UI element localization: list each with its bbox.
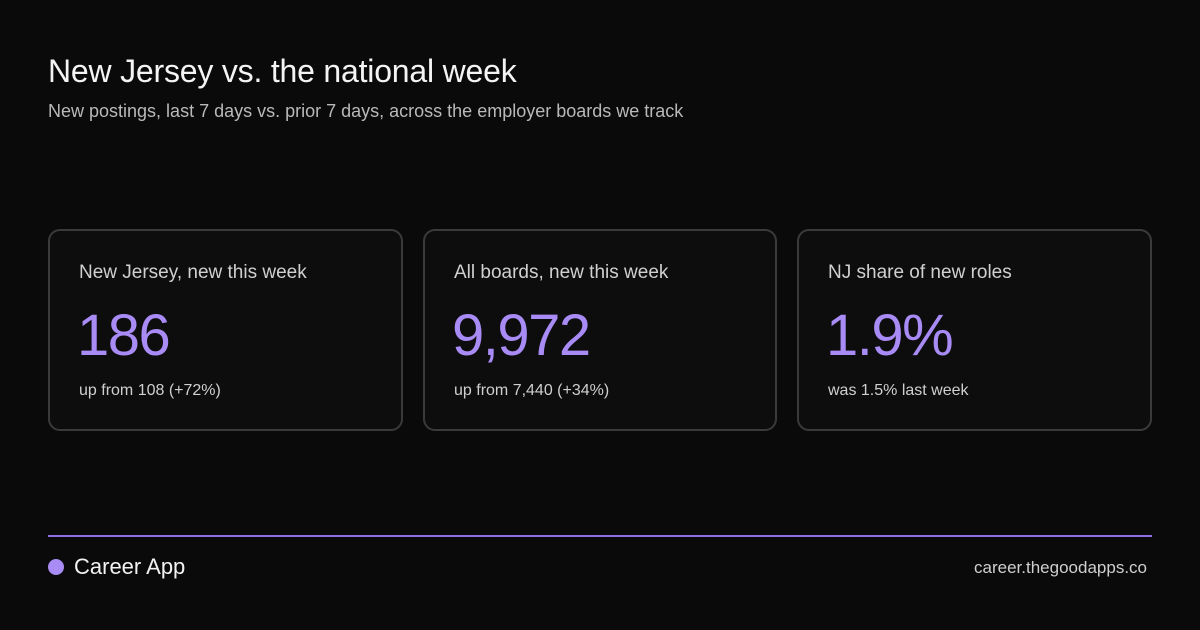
stat-card-nj-share: NJ share of new roles 1.9% was 1.5% last… [797,229,1152,431]
stat-card-new-jersey: New Jersey, new this week 186 up from 10… [48,229,403,431]
stat-card-note: up from 108 (+72%) [79,382,221,399]
stat-card-all-boards: All boards, new this week 9,972 up from … [423,229,777,431]
site-url: career.thegoodapps.co [974,558,1147,577]
stat-card-note: was 1.5% last week [828,382,969,399]
stat-card-value: 1.9% [826,303,954,368]
brand-dot-icon [48,559,64,575]
stat-card-label: New Jersey, new this week [79,262,307,283]
page-title: New Jersey vs. the national week [48,53,517,89]
page-subtitle: New postings, last 7 days vs. prior 7 da… [48,101,684,121]
brand-name: Career App [74,554,186,579]
stat-card-value: 186 [77,303,171,368]
footer-divider [48,535,1152,537]
stat-card-label: NJ share of new roles [828,262,1012,283]
stat-cards: New Jersey, new this week 186 up from 10… [48,229,1152,431]
header: New Jersey vs. the national week New pos… [48,52,1152,122]
stat-card-label: All boards, new this week [454,262,669,283]
stat-card-value: 9,972 [452,303,591,368]
stat-card-note: up from 7,440 (+34%) [454,382,610,399]
brand: Career App [48,554,185,580]
